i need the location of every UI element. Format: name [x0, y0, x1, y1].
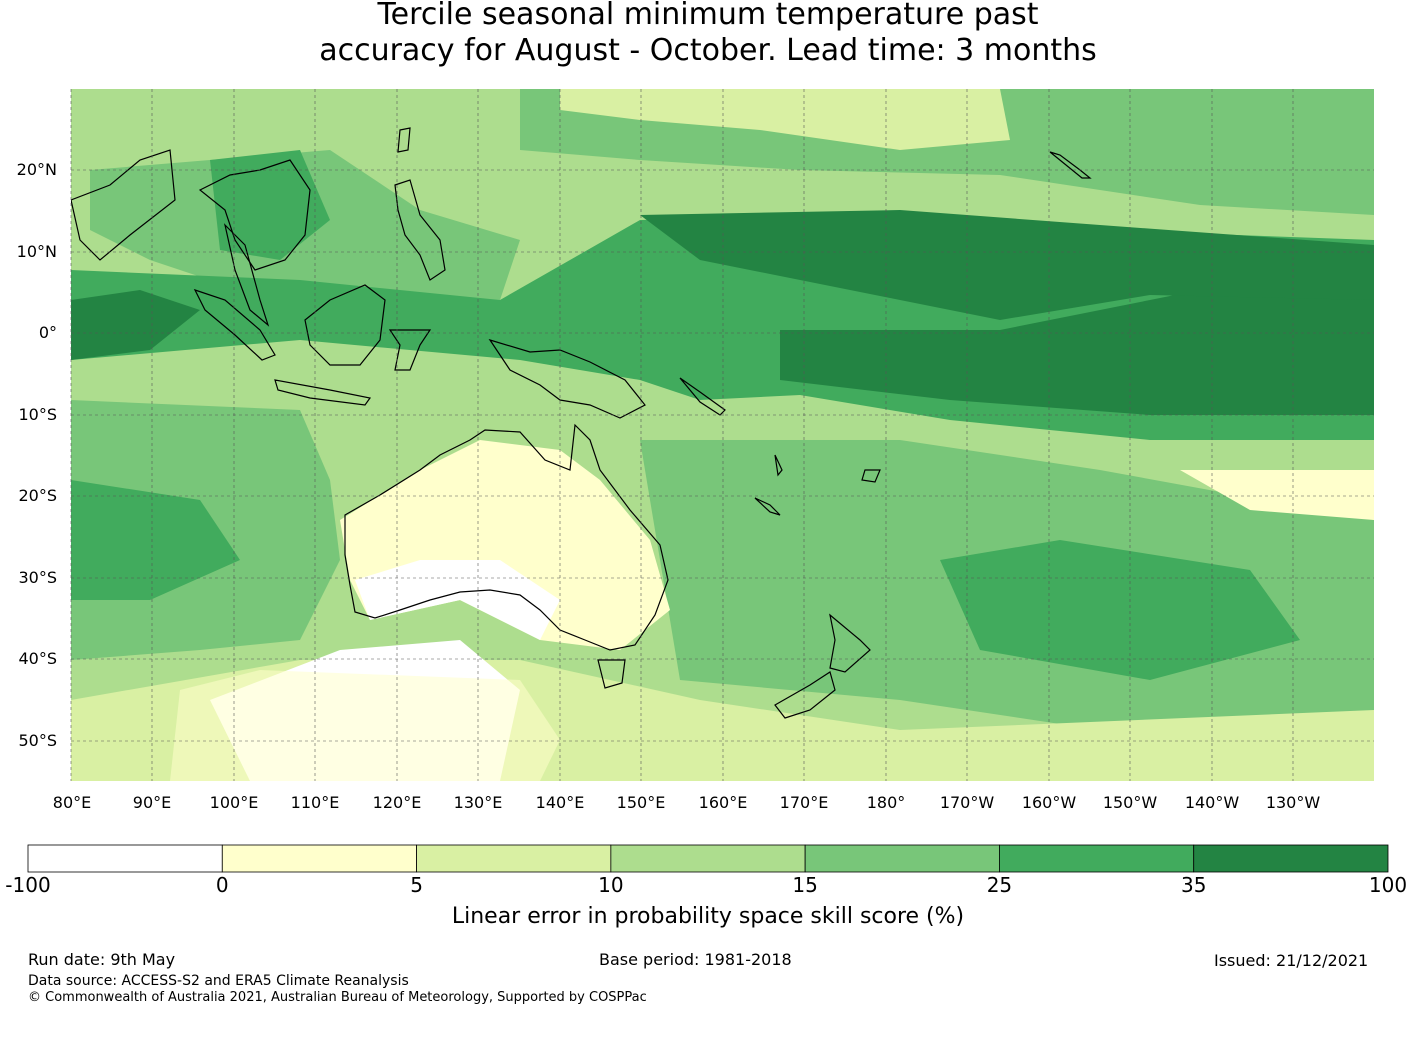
lon-label: 130°E — [453, 793, 503, 812]
coastline-hawaii — [1049, 151, 1092, 179]
coastline-fiji — [861, 469, 881, 483]
skill-region-se-asia-dark — [210, 150, 330, 260]
skill-region-southern-light — [170, 670, 560, 781]
skill-region-indian-ocean-2 — [71, 480, 240, 600]
coastline-borneo — [304, 284, 386, 366]
skill-region-north-light — [560, 89, 1010, 150]
lat-label: 20°N — [16, 160, 57, 179]
colorbar-tick-label: 25 — [986, 873, 1013, 897]
skill-region-equator-dark-west — [640, 210, 1374, 320]
base-period: Base period: 1981-2018 — [599, 950, 792, 969]
lon-label: 100°E — [209, 793, 259, 812]
lon-label: 140°W — [1184, 793, 1240, 812]
lon-label: 150°W — [1102, 793, 1158, 812]
lon-label: 180° — [866, 793, 906, 812]
data-source: Data source: ACCESS-S2 and ERA5 Climate … — [28, 973, 409, 989]
lon-label: 80°E — [52, 793, 92, 812]
lat-label: 10°S — [18, 405, 57, 424]
lon-label: 160°W — [1021, 793, 1077, 812]
colorbar-swatch — [1193, 844, 1389, 873]
lon-label: 130°W — [1265, 793, 1321, 812]
coastline-philippines — [394, 179, 446, 281]
lat-label: 10°N — [16, 242, 57, 261]
lat-label: 50°S — [18, 731, 57, 750]
coastline-new-guinea — [488, 338, 646, 419]
coastline-sumatra — [193, 288, 276, 361]
colorbar-tick-label: 5 — [410, 873, 423, 897]
colorbar-swatch — [27, 844, 223, 873]
colorbar-tick-label: 15 — [792, 873, 818, 897]
coastline-tasmania — [597, 659, 626, 689]
lon-label: 160°E — [698, 793, 748, 812]
colorbar-swatch — [999, 844, 1195, 873]
skill-region-south-pacific-2 — [940, 540, 1300, 680]
colorbar-swatch — [804, 844, 1000, 873]
coastline-malay-peninsula — [223, 223, 270, 327]
colorbar-swatch — [221, 844, 417, 873]
lat-label: 40°S — [18, 649, 57, 668]
colorbar-tick-label: 0 — [215, 873, 229, 897]
chart-title-line-2: accuracy for August - October. Lead time… — [319, 33, 1097, 68]
chart-title-line-1: Tercile seasonal minimum temperature pas… — [377, 0, 1039, 32]
coastline-vanuatu — [774, 454, 783, 477]
issued-date: Issued: 21/12/2021 — [1214, 951, 1369, 970]
coastline-java — [274, 379, 372, 406]
lon-label: 120°E — [372, 793, 422, 812]
coastline-australia — [344, 423, 669, 651]
coastline-nz-north — [829, 613, 871, 673]
run-date: Run date: 9th May — [28, 950, 176, 969]
coastline-nz-south — [774, 671, 836, 719]
lat-label: 20°S — [18, 486, 57, 505]
coastlines — [71, 127, 1092, 719]
colorbar-tick-label: 10 — [598, 873, 624, 897]
colorbar-label: Linear error in probability space skill … — [451, 904, 965, 929]
coastline-india — [71, 149, 176, 261]
skill-region-south-pacific-light — [1180, 470, 1374, 520]
skill-region-indian-ocean-dark — [71, 290, 200, 360]
colorbar-swatch — [416, 844, 612, 873]
coastline-indochina — [198, 159, 311, 271]
lat-label: 30°S — [18, 568, 57, 587]
lon-label: 140°E — [535, 793, 585, 812]
lon-label: 90°E — [132, 793, 172, 812]
graticule — [70, 89, 1374, 781]
lon-label: 150°E — [616, 793, 666, 812]
colorbar-tick-label: 35 — [1180, 873, 1207, 897]
colorbar-tick-label: 100 — [1368, 873, 1408, 897]
copyright: © Commonwealth of Australia 2021, Austra… — [28, 990, 647, 1005]
coastline-solomons — [679, 377, 726, 416]
lat-label: 0° — [38, 323, 57, 342]
lon-label: 170°W — [939, 793, 995, 812]
coastline-new-caledonia — [754, 497, 781, 516]
colorbar-swatch — [610, 844, 806, 873]
lon-label: 110°E — [290, 793, 340, 812]
coastline-taiwan — [397, 127, 411, 153]
lon-label: 170°E — [779, 793, 829, 812]
colorbar-tick-label: -100 — [5, 873, 51, 897]
coastline-sulawesi — [388, 329, 432, 371]
skill-region-australia-negative — [355, 560, 560, 640]
